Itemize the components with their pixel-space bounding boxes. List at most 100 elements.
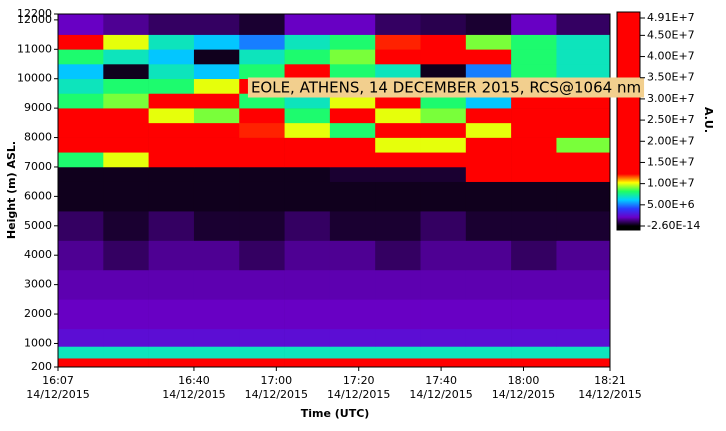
heatmap-cell: [420, 49, 467, 65]
heatmap-cell: [329, 137, 376, 153]
heatmap-cell: [58, 358, 104, 368]
heatmap-cell: [420, 346, 467, 359]
heatmap-cell: [556, 166, 611, 182]
y-tick-label: 6000: [24, 189, 52, 202]
heatmap-cell: [58, 328, 104, 347]
heatmap-cell: [58, 166, 104, 182]
heatmap-cell: [465, 49, 512, 65]
heatmap-cell: [556, 269, 611, 300]
heatmap-cell: [284, 166, 331, 182]
heatmap-cell: [375, 34, 421, 50]
heatmap-cell: [329, 346, 376, 359]
heatmap-cell: [103, 93, 149, 109]
heatmap-cell: [329, 358, 376, 368]
heatmap-cell: [465, 181, 512, 212]
heatmap-cell: [239, 64, 285, 80]
heatmap-cell: [511, 108, 557, 124]
x-tick-date: 14/12/2015: [162, 388, 225, 401]
heatmap-cell: [420, 122, 467, 138]
heatmap-cell: [193, 93, 240, 109]
heatmap-cell: [239, 137, 285, 153]
heatmap-cell: [511, 181, 557, 212]
heatmap-cell: [465, 299, 512, 330]
x-tick-label: 17:00: [260, 374, 292, 387]
heatmap-cell: [239, 358, 285, 368]
heatmap-cell: [375, 211, 421, 241]
heatmap-cell: [329, 108, 376, 124]
heatmap-cell: [58, 108, 104, 124]
heatmap-cell: [148, 240, 195, 271]
heatmap-cell: [329, 166, 376, 182]
heatmap-cell: [284, 299, 331, 330]
heatmap-cell: [465, 240, 512, 271]
heatmap-cell: [148, 299, 195, 330]
heatmap-cell: [193, 137, 240, 153]
heatmap-cell: [103, 64, 149, 80]
heatmap-cell: [148, 137, 195, 153]
heatmap-cell: [375, 64, 421, 80]
heatmap-cell: [239, 328, 285, 347]
heatmap-cell: [465, 137, 512, 153]
heatmap-cell: [148, 181, 195, 212]
heatmap-cell: [103, 299, 149, 330]
heatmap-cell: [556, 137, 611, 153]
colorbar-tick-label: 2.50E+7: [647, 113, 695, 126]
heatmap-cell: [329, 181, 376, 212]
y-tick-label: 11000: [17, 42, 52, 55]
heatmap-cell: [193, 269, 240, 300]
heatmap-cell: [239, 166, 285, 182]
colorbar-tick-label: 2.00E+7: [647, 134, 695, 147]
heatmap-cell: [193, 49, 240, 65]
y-tick-label: 200: [31, 360, 52, 373]
heatmap-cell: [103, 358, 149, 368]
colorbar-tick-label: 4.00E+7: [647, 50, 695, 63]
heatmap-cell: [375, 49, 421, 65]
heatmap-cell: [420, 299, 467, 330]
plot-frame: [57, 13, 611, 368]
y-axis-label: Height (m) ASL.: [5, 141, 18, 239]
heatmap-cell: [465, 346, 512, 359]
heatmap-cell: [284, 328, 331, 347]
x-tick-date: 14/12/2015: [578, 388, 641, 401]
heatmap-cell: [556, 240, 611, 271]
heatmap-cell: [329, 64, 376, 80]
heatmap-cell: [284, 34, 331, 50]
heatmap-cell: [58, 14, 104, 35]
heatmap-cell: [148, 108, 195, 124]
colorbar-tick-label: 4.50E+7: [647, 28, 695, 41]
heatmap-cell: [193, 34, 240, 50]
heatmap-cell: [465, 211, 512, 241]
heatmap-cell: [375, 181, 421, 212]
heatmap-cell: [375, 166, 421, 182]
heatmap-cell: [375, 137, 421, 153]
heatmap-cell: [420, 14, 467, 35]
heatmap-cell: [465, 269, 512, 300]
heatmap-cell: [58, 346, 104, 359]
heatmap-cell: [556, 152, 611, 168]
heatmap-cell: [420, 181, 467, 212]
heatmap-cell: [420, 269, 467, 300]
heatmap-cell: [239, 181, 285, 212]
heatmap-cell: [148, 78, 195, 94]
annotation: EOLE, ATHENS, 14 DECEMBER 2015, RCS@1064…: [251, 79, 641, 97]
heatmap-cell: [511, 269, 557, 300]
heatmap-cell: [103, 181, 149, 212]
x-axis-label: Time (UTC): [301, 407, 370, 420]
heatmap-cell: [420, 211, 467, 241]
heatmap-cell: [375, 122, 421, 138]
heatmap-cell: [284, 358, 331, 368]
y-tick-label: 2000: [24, 307, 52, 320]
heatmap-cell: [465, 152, 512, 168]
heatmap-cell: [556, 34, 611, 50]
heatmap-cell: [284, 211, 331, 241]
heatmap-cell: [103, 122, 149, 138]
heatmap-cell: [465, 64, 512, 80]
heatmap-cell: [103, 166, 149, 182]
heatmap-cell: [511, 152, 557, 168]
heatmap-cell: [103, 34, 149, 50]
heatmap-cell: [556, 211, 611, 241]
heatmap-cell: [193, 346, 240, 359]
heatmap-cell: [148, 328, 195, 347]
heatmap-cell: [103, 269, 149, 300]
heatmap-cell: [465, 166, 512, 182]
